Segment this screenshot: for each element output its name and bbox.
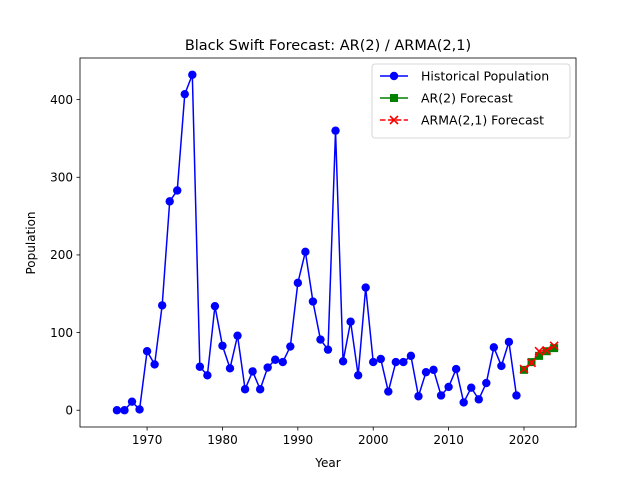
historical-point: [203, 371, 212, 380]
historical-point: [451, 364, 461, 374]
y-tick-label: 300: [50, 171, 73, 185]
y-tick-label: 200: [50, 248, 73, 262]
axes: 1970 1980 1990 2000 2010 2020 0 100 200 300 400: [50, 57, 577, 447]
historical-point: [414, 392, 423, 401]
historical-point: [142, 347, 152, 356]
historical-point: [384, 387, 393, 396]
historical-point: [391, 357, 401, 367]
historical-point: [301, 247, 310, 257]
historical-point: [225, 364, 235, 373]
historical-point: [165, 197, 174, 206]
historical-point: [512, 391, 521, 400]
arma21-point: [542, 345, 552, 356]
historical-point: [188, 70, 197, 79]
legend-ar2-point: [390, 94, 398, 102]
ar2-point: [550, 344, 559, 353]
historical-point: [240, 385, 250, 394]
historical-point: [482, 378, 491, 388]
x-axis-label: Year: [314, 456, 340, 470]
legend-box: [371, 63, 571, 139]
plot-area: [112, 70, 559, 415]
legend-entry-arma21: ARMA(2,1) Forecast: [380, 113, 544, 128]
legend-entry-ar2: AR(2) Forecast: [380, 91, 513, 106]
historical-point: [135, 405, 144, 414]
x-tick-label: 1990: [283, 433, 314, 447]
legend-arma21-point: [389, 115, 399, 125]
historical-point: [474, 395, 483, 404]
historical-point: [353, 371, 363, 380]
arma21-point: [549, 341, 559, 351]
historical-point: [399, 357, 408, 367]
x-tick-label: 2010: [433, 433, 464, 447]
historical-point: [255, 385, 265, 394]
historical-point: [210, 301, 220, 311]
historical-point: [444, 382, 453, 392]
historical-point: [331, 126, 340, 135]
x-tick-label: 2000: [358, 433, 389, 447]
historical-point: [112, 406, 122, 415]
historical-point: [233, 331, 242, 340]
historical-point: [369, 357, 378, 367]
historical-point: [436, 391, 446, 400]
historical-point: [271, 355, 280, 364]
historical-point: [293, 278, 303, 288]
x-tick-label: 1970: [132, 433, 163, 447]
historical-point: [218, 341, 227, 350]
y-tick-label: 400: [50, 93, 73, 107]
legend-entry-historical: Historical Population: [380, 69, 549, 84]
arma21-point: [526, 358, 537, 368]
historical-point: [173, 186, 182, 195]
historical-point: [361, 283, 370, 292]
historical-point: [459, 398, 468, 407]
historical-point: [429, 365, 438, 375]
historical-point: [127, 397, 137, 406]
x-tick-label: 2020: [509, 433, 540, 447]
ar2-point: [535, 351, 544, 360]
historical-point: [346, 317, 355, 326]
chart-title: Black Swift Forecast: AR(2) / ARMA(2,1): [185, 38, 471, 54]
y-axis-label: Population: [24, 211, 38, 274]
historical-point: [504, 337, 514, 347]
historical-point: [157, 301, 167, 310]
historical-point: [316, 335, 325, 344]
historical-point: [248, 367, 257, 376]
historical-point: [120, 406, 129, 415]
historical-point: [286, 342, 295, 351]
y-tick-label: 0: [65, 404, 73, 418]
historical-point: [376, 354, 385, 364]
historical-point: [150, 360, 159, 369]
historical-point: [278, 357, 287, 367]
historical-point: [467, 383, 476, 392]
historical-point: [195, 362, 205, 371]
x-tick-label: 1980: [207, 433, 238, 447]
historical-point: [406, 351, 416, 361]
historical-point: [338, 357, 348, 366]
legend-label: Historical Population: [421, 69, 549, 84]
historical-point: [323, 345, 333, 354]
legend-label: ARMA(2,1) Forecast: [421, 113, 544, 128]
historical-point: [263, 363, 272, 372]
axes-frame: [79, 57, 577, 428]
legend-label: AR(2) Forecast: [421, 91, 513, 106]
arma21-point: [519, 364, 529, 374]
arma21-point: [534, 346, 544, 356]
historical-point: [497, 361, 506, 371]
historical-point: [421, 367, 431, 377]
legend-historical-point: [389, 71, 399, 81]
historical-point: [308, 297, 318, 306]
historical-point: [180, 89, 189, 99]
legend: Historical Population AR(2) Forecast ARMA(…: [371, 63, 571, 139]
y-tick-label: 100: [50, 326, 73, 340]
historical-point: [489, 343, 499, 352]
